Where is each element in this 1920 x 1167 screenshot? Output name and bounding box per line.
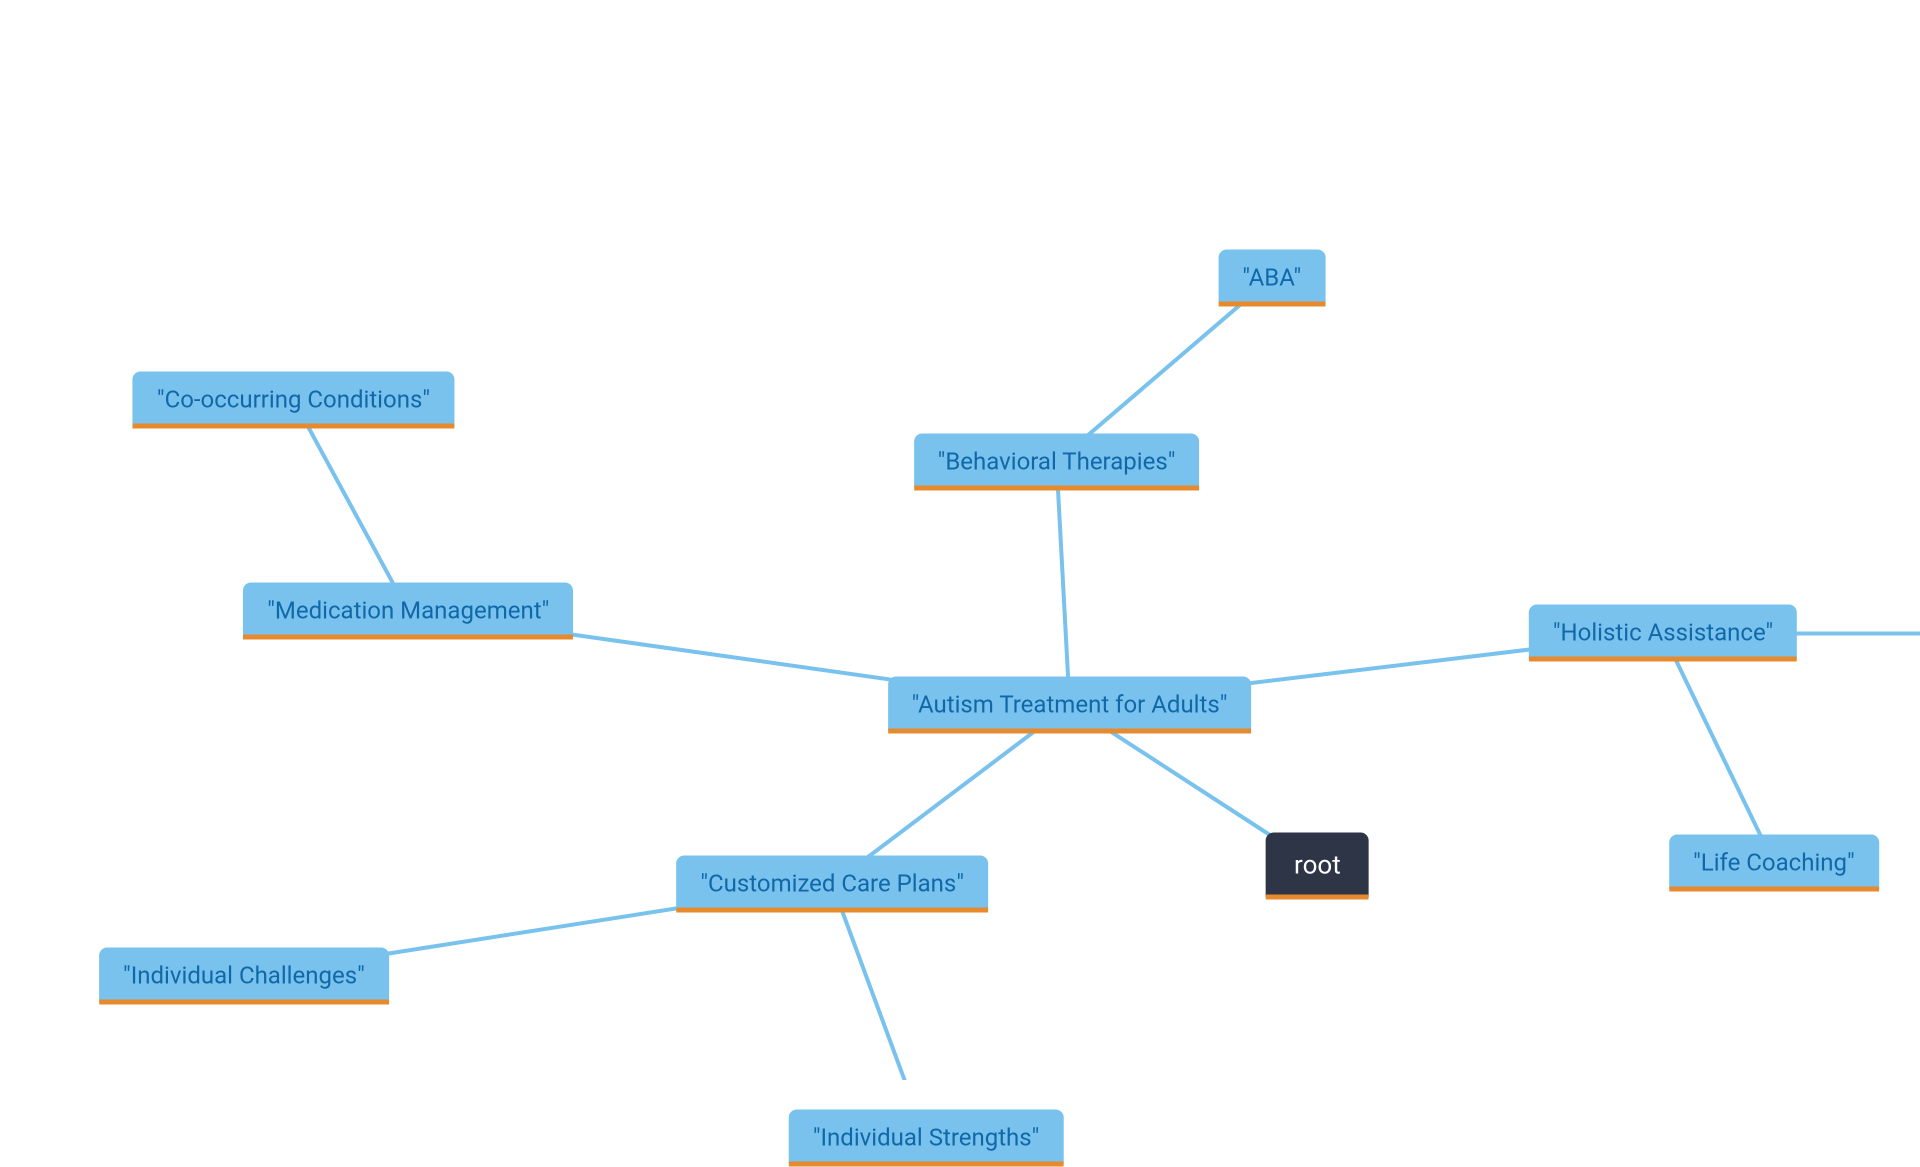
edge-layer (0, 0, 1920, 1080)
node-customized[interactable]: "Customized Care Plans" (676, 855, 988, 912)
node-challenges[interactable]: "Individual Challenges" (99, 948, 389, 1005)
node-root[interactable]: root (1266, 832, 1369, 899)
node-behavioral[interactable]: "Behavioral Therapies" (914, 434, 1200, 491)
edge (1663, 633, 1774, 863)
node-lifecoach[interactable]: "Life Coaching" (1669, 835, 1879, 892)
mindmap-diagram: "Autism Treatment for Adults" root "Behavi… (0, 0, 1920, 1080)
edge (832, 884, 926, 1080)
node-holistic[interactable]: "Holistic Assistance" (1529, 605, 1797, 662)
node-medication[interactable]: "Medication Management" (243, 583, 573, 640)
edge (293, 400, 408, 612)
edge (1057, 462, 1070, 705)
node-aba[interactable]: "ABA" (1218, 249, 1325, 306)
node-strengths[interactable]: "Individual Strengths" (789, 1110, 1064, 1167)
node-cooccurring[interactable]: "Co-occurring Conditions" (133, 371, 454, 428)
node-center[interactable]: "Autism Treatment for Adults" (888, 676, 1252, 733)
